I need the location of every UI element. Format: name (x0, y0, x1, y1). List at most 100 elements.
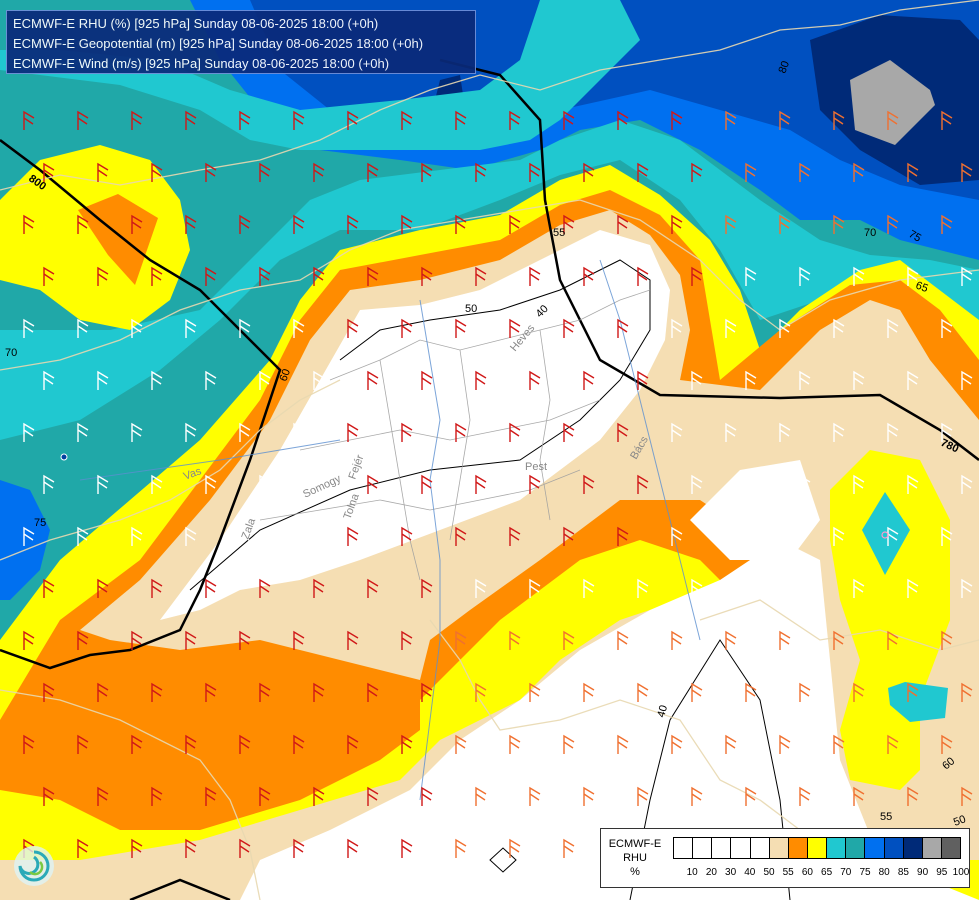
wind-barb (833, 110, 845, 130)
wind-barb (293, 838, 305, 858)
rhu-label-50-n: 50 (465, 303, 477, 315)
wind-barb (563, 526, 575, 546)
wind-barb (583, 266, 595, 286)
wind-barb (833, 318, 845, 338)
wind-barb (961, 370, 973, 390)
wind-barb (367, 786, 379, 806)
wind-barb (259, 266, 271, 286)
wind-barb (23, 214, 35, 234)
wind-barb (637, 578, 649, 598)
wind-barb (205, 474, 217, 494)
wind-barb (259, 682, 271, 702)
wind-barb (941, 214, 953, 234)
wind-barb (887, 526, 899, 546)
wind-barb (529, 682, 541, 702)
wind-barb (455, 630, 467, 650)
wind-barb (205, 682, 217, 702)
wind-barb (77, 214, 89, 234)
wind-barb (455, 318, 467, 338)
wind-barb (43, 266, 55, 286)
wind-barb (509, 734, 521, 754)
wind-barb (259, 474, 271, 494)
wind-barb (185, 630, 197, 650)
wind-barb (725, 422, 737, 442)
wind-barb (529, 162, 541, 182)
wind-barb (77, 318, 89, 338)
wind-barb (293, 734, 305, 754)
wind-barb (421, 162, 433, 182)
wind-barb (961, 474, 973, 494)
geopotential-contour-780 (439, 58, 979, 461)
rhu-band-65-70-east (862, 492, 910, 575)
wind-barb (907, 786, 919, 806)
wind-barb (313, 682, 325, 702)
wind-barb (887, 318, 899, 338)
legend-tick-label: 50 (763, 867, 775, 878)
wind-barb (259, 786, 271, 806)
legend-tick-label: 90 (917, 867, 929, 878)
wind-barb (637, 474, 649, 494)
wind-barb (43, 578, 55, 598)
wind-barb (239, 318, 251, 338)
wind-barb (529, 370, 541, 390)
wind-barb (637, 266, 649, 286)
wind-barb (151, 162, 163, 182)
legend-title-unit: % (630, 866, 640, 878)
wind-barb (293, 318, 305, 338)
wind-barb (617, 526, 629, 546)
wind-barb (563, 422, 575, 442)
wind-barb (745, 266, 757, 286)
wind-barb (131, 630, 143, 650)
wind-barb (205, 370, 217, 390)
rhu-band-65-70 (0, 80, 979, 440)
wind-barb (691, 786, 703, 806)
wind-barb (907, 474, 919, 494)
wind-barb (239, 630, 251, 650)
wind-barb (725, 526, 737, 546)
wind-barb (691, 474, 703, 494)
wind-barb (293, 110, 305, 130)
wind-barb (725, 110, 737, 130)
wind-barb (347, 422, 359, 442)
wind-barb (691, 266, 703, 286)
wind-barb (745, 786, 757, 806)
wind-barb (617, 110, 629, 130)
geopotential-contour-south (129, 878, 231, 900)
wind-barb (563, 110, 575, 130)
wind-barb (367, 578, 379, 598)
wind-barb (367, 474, 379, 494)
wind-barb (97, 266, 109, 286)
rhu-band-50-55 (80, 210, 979, 860)
wind-barb (691, 370, 703, 390)
wind-barb (23, 526, 35, 546)
rhu-band-below-50-e (690, 460, 820, 560)
wind-barb (509, 630, 521, 650)
wind-barb (475, 266, 487, 286)
legend-tick-label: 95 (936, 867, 948, 878)
wind-barb (347, 734, 359, 754)
legend-swatch (750, 838, 770, 858)
wind-barb (97, 162, 109, 182)
wind-barb (509, 838, 521, 858)
wind-barb (887, 630, 899, 650)
wind-barb (941, 318, 953, 338)
wind-barb (259, 578, 271, 598)
legend-swatch (807, 838, 828, 858)
legend-swatch (846, 838, 866, 858)
wind-barb (853, 786, 865, 806)
wind-barb (637, 786, 649, 806)
legend-swatch (693, 838, 713, 858)
wind-barb (23, 422, 35, 442)
wind-barb (745, 682, 757, 702)
wind-barb (401, 734, 413, 754)
wind-barb (23, 318, 35, 338)
wind-barb (185, 318, 197, 338)
wind-barb (313, 578, 325, 598)
wind-barb (23, 110, 35, 130)
wind-barb (907, 682, 919, 702)
wind-barb (529, 266, 541, 286)
wind-barb (779, 526, 791, 546)
wind-barb (455, 422, 467, 442)
rhu-label-80-ne: 80 (777, 59, 792, 75)
